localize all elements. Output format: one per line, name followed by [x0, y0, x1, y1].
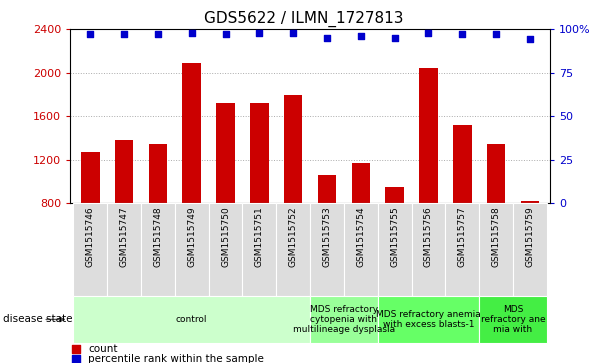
Bar — [216, 103, 235, 290]
Text: GSM1515756: GSM1515756 — [424, 206, 433, 267]
Text: GDS5622 / ILMN_1727813: GDS5622 / ILMN_1727813 — [204, 11, 404, 27]
Bar — [182, 63, 201, 290]
Point — [71, 346, 80, 351]
Point — [221, 31, 230, 37]
Text: MDS
refractory ane
mia with: MDS refractory ane mia with — [481, 305, 545, 334]
Point — [187, 30, 196, 36]
Bar — [419, 68, 438, 290]
Text: GSM1515752: GSM1515752 — [289, 206, 298, 267]
Bar — [141, 203, 174, 296]
Point — [288, 30, 298, 36]
Text: GSM1515747: GSM1515747 — [120, 206, 128, 267]
Bar — [344, 203, 378, 296]
Text: GSM1515755: GSM1515755 — [390, 206, 399, 267]
Point — [119, 31, 129, 37]
Bar — [115, 140, 133, 290]
Point — [525, 37, 535, 42]
Bar — [385, 187, 404, 290]
Text: GSM1515759: GSM1515759 — [525, 206, 534, 267]
Bar — [81, 152, 100, 290]
Bar — [513, 203, 547, 296]
Text: GSM1515753: GSM1515753 — [322, 206, 331, 267]
Bar — [446, 203, 479, 296]
Bar — [487, 144, 505, 290]
Bar — [174, 203, 209, 296]
Bar — [520, 201, 539, 290]
Point — [356, 33, 365, 39]
Point — [457, 31, 467, 37]
Text: percentile rank within the sample: percentile rank within the sample — [88, 354, 264, 363]
Bar — [74, 203, 107, 296]
Bar — [453, 125, 472, 290]
Text: GSM1515751: GSM1515751 — [255, 206, 264, 267]
Bar — [250, 103, 269, 290]
Bar — [209, 203, 243, 296]
Point — [153, 31, 163, 37]
Text: GSM1515758: GSM1515758 — [492, 206, 500, 267]
Point — [71, 356, 80, 362]
Bar — [310, 203, 344, 296]
Text: control: control — [176, 315, 207, 324]
Text: GSM1515748: GSM1515748 — [153, 206, 162, 267]
Point — [390, 35, 399, 41]
Text: MDS refractory anemia
with excess blasts-1: MDS refractory anemia with excess blasts… — [376, 310, 481, 329]
Text: GSM1515757: GSM1515757 — [458, 206, 467, 267]
Point — [491, 31, 501, 37]
Bar — [276, 203, 310, 296]
Bar — [243, 203, 276, 296]
Bar — [74, 296, 310, 343]
Bar — [479, 296, 547, 343]
Bar — [479, 203, 513, 296]
Point — [424, 30, 434, 36]
Text: GSM1515749: GSM1515749 — [187, 206, 196, 267]
Point — [322, 35, 332, 41]
Text: disease state: disease state — [3, 314, 72, 325]
Bar — [378, 296, 479, 343]
Bar — [107, 203, 141, 296]
Text: GSM1515750: GSM1515750 — [221, 206, 230, 267]
Text: count: count — [88, 344, 118, 354]
Bar — [284, 95, 302, 290]
Text: MDS refractory
cytopenia with
multilineage dysplasia: MDS refractory cytopenia with multilinea… — [293, 305, 395, 334]
Text: GSM1515746: GSM1515746 — [86, 206, 95, 267]
Point — [85, 31, 95, 37]
Point — [255, 30, 264, 36]
Bar — [351, 163, 370, 290]
Bar — [310, 296, 378, 343]
Bar — [378, 203, 412, 296]
Bar — [412, 203, 446, 296]
Bar — [318, 175, 336, 290]
Text: GSM1515754: GSM1515754 — [356, 206, 365, 267]
Bar — [148, 144, 167, 290]
